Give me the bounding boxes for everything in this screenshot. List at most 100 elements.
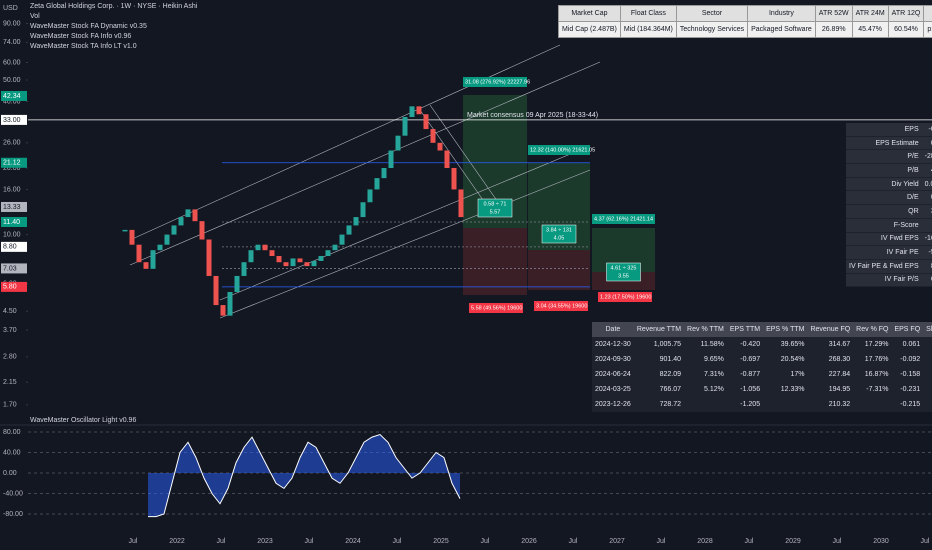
table-cell: 189.62 [923,382,932,397]
table-row: D/E0.29 [846,190,932,206]
table-cell: Market Cap [558,5,621,22]
candle [290,258,296,267]
table-cell: P/B [846,163,922,178]
table-cell: 205.64 [923,352,932,367]
price-label-bg [1,157,27,168]
price-label: 5.80 [3,284,17,291]
table-cell: Date [592,322,634,337]
candle [304,262,310,267]
table-cell: 210.32 [828,401,851,408]
table-cell: -0.38 [921,123,932,137]
table-cell: -0.697 [740,356,761,363]
y-tick-label: 80.00 [3,429,21,436]
table-cell: Shares total FQ [923,322,932,337]
candle [367,189,373,203]
candle [234,275,240,293]
x-tick-label: Jul [217,538,226,545]
oscillator-area [148,434,460,517]
x-tick-label: Jul [745,538,754,545]
table-cell: Sector [675,5,749,22]
candle [248,250,254,263]
candle [423,114,429,130]
x-tick-label: Jul [393,538,402,545]
price-label-bg [1,90,27,101]
target-label: 4.37 (62.16%) 21421.14 [594,216,653,222]
annotation: Market consensus 09 Apr 2025 (18-33-44) [467,112,598,119]
candle [381,168,387,179]
table-cell: IV Fair P/S [846,273,922,288]
table-cell: EPS FQ [891,322,924,337]
candle [451,168,457,190]
table-row: 2024-03-25 766.07 5.12% -1.056 12.33% 194.95 -… [592,382,932,397]
candle [199,221,205,240]
candle [311,260,317,267]
table-cell: -1.056 [740,386,761,393]
candle [276,256,282,263]
table-cell: Packaged Software [747,21,816,38]
stop-label: 1.23 (17.50%) 19600 [600,294,651,300]
candle [255,244,261,251]
price-label-bg [1,241,27,252]
table-cell: 2023-12-26 [595,401,631,408]
candle [171,225,177,235]
indicator: WaveMaster Stock TA Info LT v1.0 [30,43,137,50]
table-cell: IV Fair PE [846,245,922,260]
x-tick-label: Jul [569,538,578,545]
table-cell: ATR 52W [814,5,853,22]
candle [150,250,156,269]
table-cell: Div Yield [846,177,922,192]
price-label: 42.34 [3,93,21,100]
y-tick-label: 74.00 [3,39,21,46]
price-label: 33.00 [3,117,21,124]
table-cell: Technology Services [675,21,749,38]
y-tick-label: 3.70 [3,327,17,334]
table-cell: 213.18 [923,337,932,352]
table-cell: Industry [747,5,816,22]
ratio-label-bg [541,224,577,244]
table-cell: 0.061 [902,341,921,348]
ratio-label: 0.58 ÷ 71 [484,201,507,207]
price-label-bg [1,263,27,274]
table-cell: 20.54% [780,356,805,363]
table-cell: 728.72 [659,401,682,408]
table-cell: -0.231 [900,386,921,393]
table-cell: 194.95 [828,386,851,393]
target-label-bg [528,145,590,155]
candle [220,305,226,316]
table-cell: 0.59 [921,136,932,151]
y-tick-label: -40.00 [3,490,23,497]
ratio-label-bg [606,262,641,282]
table-cell: 9.65% [704,356,724,363]
candle [402,117,408,136]
table-cell: -5.63 [921,245,932,260]
table-row: EPS Estimate0.59 [846,136,932,151]
candle [157,244,163,251]
candle [318,256,324,261]
oscillator-title: WaveMaster Oscillator Light v0.96 [30,417,136,424]
candle [269,250,275,257]
y-tick-label: 2.15 [3,379,17,386]
table-cell: 1,005.75 [653,341,682,348]
y-tick-label: 90.00 [3,20,21,27]
ratio-label: 4.05 [554,235,565,241]
table-row: IV Fair PE & Fwd EPS8.80 [846,259,932,274]
candle [325,250,331,257]
candle [409,106,415,118]
table-cell [853,397,891,412]
table-cell: -0.877 [740,371,761,378]
x-tick-label: Jul [833,538,842,545]
x-tick-label: Jul [657,538,666,545]
table-cell: P/E [846,149,922,165]
table-cell: 60.54% [887,21,925,38]
x-tick-label: Jul [921,538,930,545]
price-label: 11.40 [3,219,20,226]
candle [395,135,401,151]
table-cell: D/E [846,190,922,206]
table-cell: 8.80 [921,259,932,274]
table-cell [684,397,727,412]
table-row: Market Cap Float Class Sector Industry ATR 5… [558,5,932,22]
table-cell: EPS % TTM [763,322,808,337]
x-tick-label: 2027 [609,538,625,545]
table-cell: 901.40 [659,356,682,363]
